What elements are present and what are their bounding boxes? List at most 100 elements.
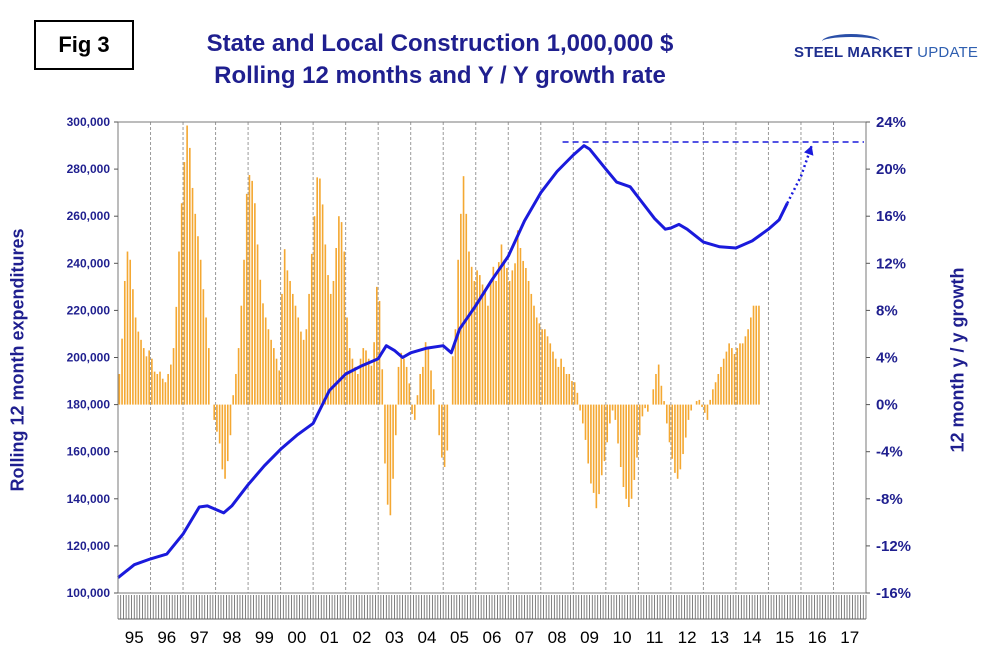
bar-growth — [145, 356, 148, 405]
bar-growth — [226, 404, 229, 462]
bar-growth — [592, 404, 595, 493]
bar-growth — [207, 348, 210, 405]
bar-growth — [245, 193, 248, 405]
bar-growth — [641, 404, 644, 417]
bar-growth — [256, 244, 259, 405]
bar-growth — [473, 280, 476, 405]
bar-growth — [441, 404, 443, 458]
bar-growth — [630, 404, 633, 499]
left-tick-label: 180,000 — [67, 398, 111, 412]
bar-growth — [647, 404, 649, 412]
bar-growth — [544, 329, 546, 405]
right-tick-label: 12% — [876, 255, 906, 272]
bar-growth — [365, 350, 367, 405]
right-tick-label: -16% — [876, 585, 911, 602]
bar-growth — [367, 358, 370, 405]
bar-growth — [126, 251, 129, 405]
bar-growth — [186, 125, 188, 405]
bar-growth — [132, 289, 134, 405]
left-tick-label: 240,000 — [67, 256, 111, 270]
bar-growth — [175, 306, 178, 405]
bar-growth — [714, 382, 717, 405]
bar-growth — [430, 370, 432, 405]
bar-growth — [164, 382, 167, 405]
bar-growth — [424, 342, 427, 405]
bar-growth — [633, 404, 636, 480]
bar-growth — [684, 404, 687, 438]
bar-growth — [243, 259, 245, 405]
bar-growth — [348, 348, 351, 405]
x-tick-label: 06 — [483, 628, 502, 647]
bar-growth — [327, 275, 329, 405]
bar-growth — [476, 270, 478, 405]
bar-growth — [750, 317, 752, 405]
bar-growth — [679, 404, 682, 470]
left-axis-label: Rolling 12 month expenditures — [7, 228, 28, 492]
bar-growth — [676, 404, 679, 479]
bar-growth — [148, 350, 150, 405]
bar-growth — [416, 395, 419, 405]
bar-growth — [525, 268, 527, 405]
bar-growth — [332, 280, 335, 405]
bar-growth — [487, 305, 489, 405]
bar-growth — [557, 366, 560, 405]
bar-growth — [319, 178, 321, 405]
bar-growth — [123, 280, 126, 405]
x-tick-label: 97 — [190, 628, 209, 647]
bar-growth — [161, 378, 164, 405]
right-axis-ticks: -16% -12% -8% -4% 0% 4% 8% 12% 16% 20% 24% — [866, 114, 911, 602]
bar-growth — [237, 348, 240, 405]
bar-growth — [489, 280, 492, 405]
bar-growth — [579, 404, 581, 411]
left-tick-label: 260,000 — [67, 209, 111, 223]
bar-growth — [758, 305, 760, 405]
bar-growth — [514, 263, 516, 405]
bar-growth — [481, 284, 484, 405]
bar-growth — [549, 343, 552, 405]
bar-growth — [302, 339, 305, 405]
bar-growth — [443, 404, 446, 468]
bar-growth — [454, 329, 457, 405]
bar-growth — [546, 336, 549, 405]
bar-growth — [568, 373, 571, 405]
bar-growth — [519, 247, 522, 405]
left-tick-label: 140,000 — [67, 492, 111, 506]
bar-growth — [156, 373, 159, 405]
bar-growth — [752, 305, 755, 405]
bar-growth — [625, 404, 627, 499]
bar-growth — [370, 365, 373, 405]
bar-growth — [335, 247, 337, 405]
bar-growth — [644, 404, 646, 409]
bar-growth — [235, 373, 237, 405]
bar-growth — [755, 305, 758, 405]
bar-growth — [462, 176, 465, 405]
bar-growth — [595, 404, 598, 509]
bar-growth — [674, 404, 676, 473]
bar-growth — [273, 348, 275, 405]
bar-growth — [516, 230, 519, 405]
x-tick-label: 09 — [580, 628, 599, 647]
chart-title: State and Local Construction 1,000,000 $… — [160, 28, 720, 92]
bar-growth — [305, 329, 308, 405]
bar-growth — [503, 259, 506, 405]
right-tick-label: 24% — [876, 114, 906, 131]
bar-growth — [216, 404, 218, 432]
right-tick-label: 20% — [876, 161, 906, 178]
x-tick-label: 14 — [743, 628, 762, 647]
bar-growth — [213, 404, 216, 420]
bar-growth — [606, 404, 608, 443]
bar-growth — [167, 373, 169, 405]
bar-growth — [506, 268, 508, 405]
bar-growth — [351, 358, 354, 405]
bar-growth — [614, 404, 617, 420]
x-tick-label: 95 — [125, 628, 144, 647]
bar-growth — [617, 404, 619, 444]
bar-growth — [560, 358, 562, 405]
bar-growth — [321, 204, 324, 405]
bar-growth — [744, 336, 747, 405]
x-tick-label: 08 — [548, 628, 567, 647]
bar-growth — [340, 222, 343, 405]
bar-growth — [159, 371, 161, 405]
bar-growth — [199, 259, 202, 405]
x-tick-label: 01 — [320, 628, 339, 647]
